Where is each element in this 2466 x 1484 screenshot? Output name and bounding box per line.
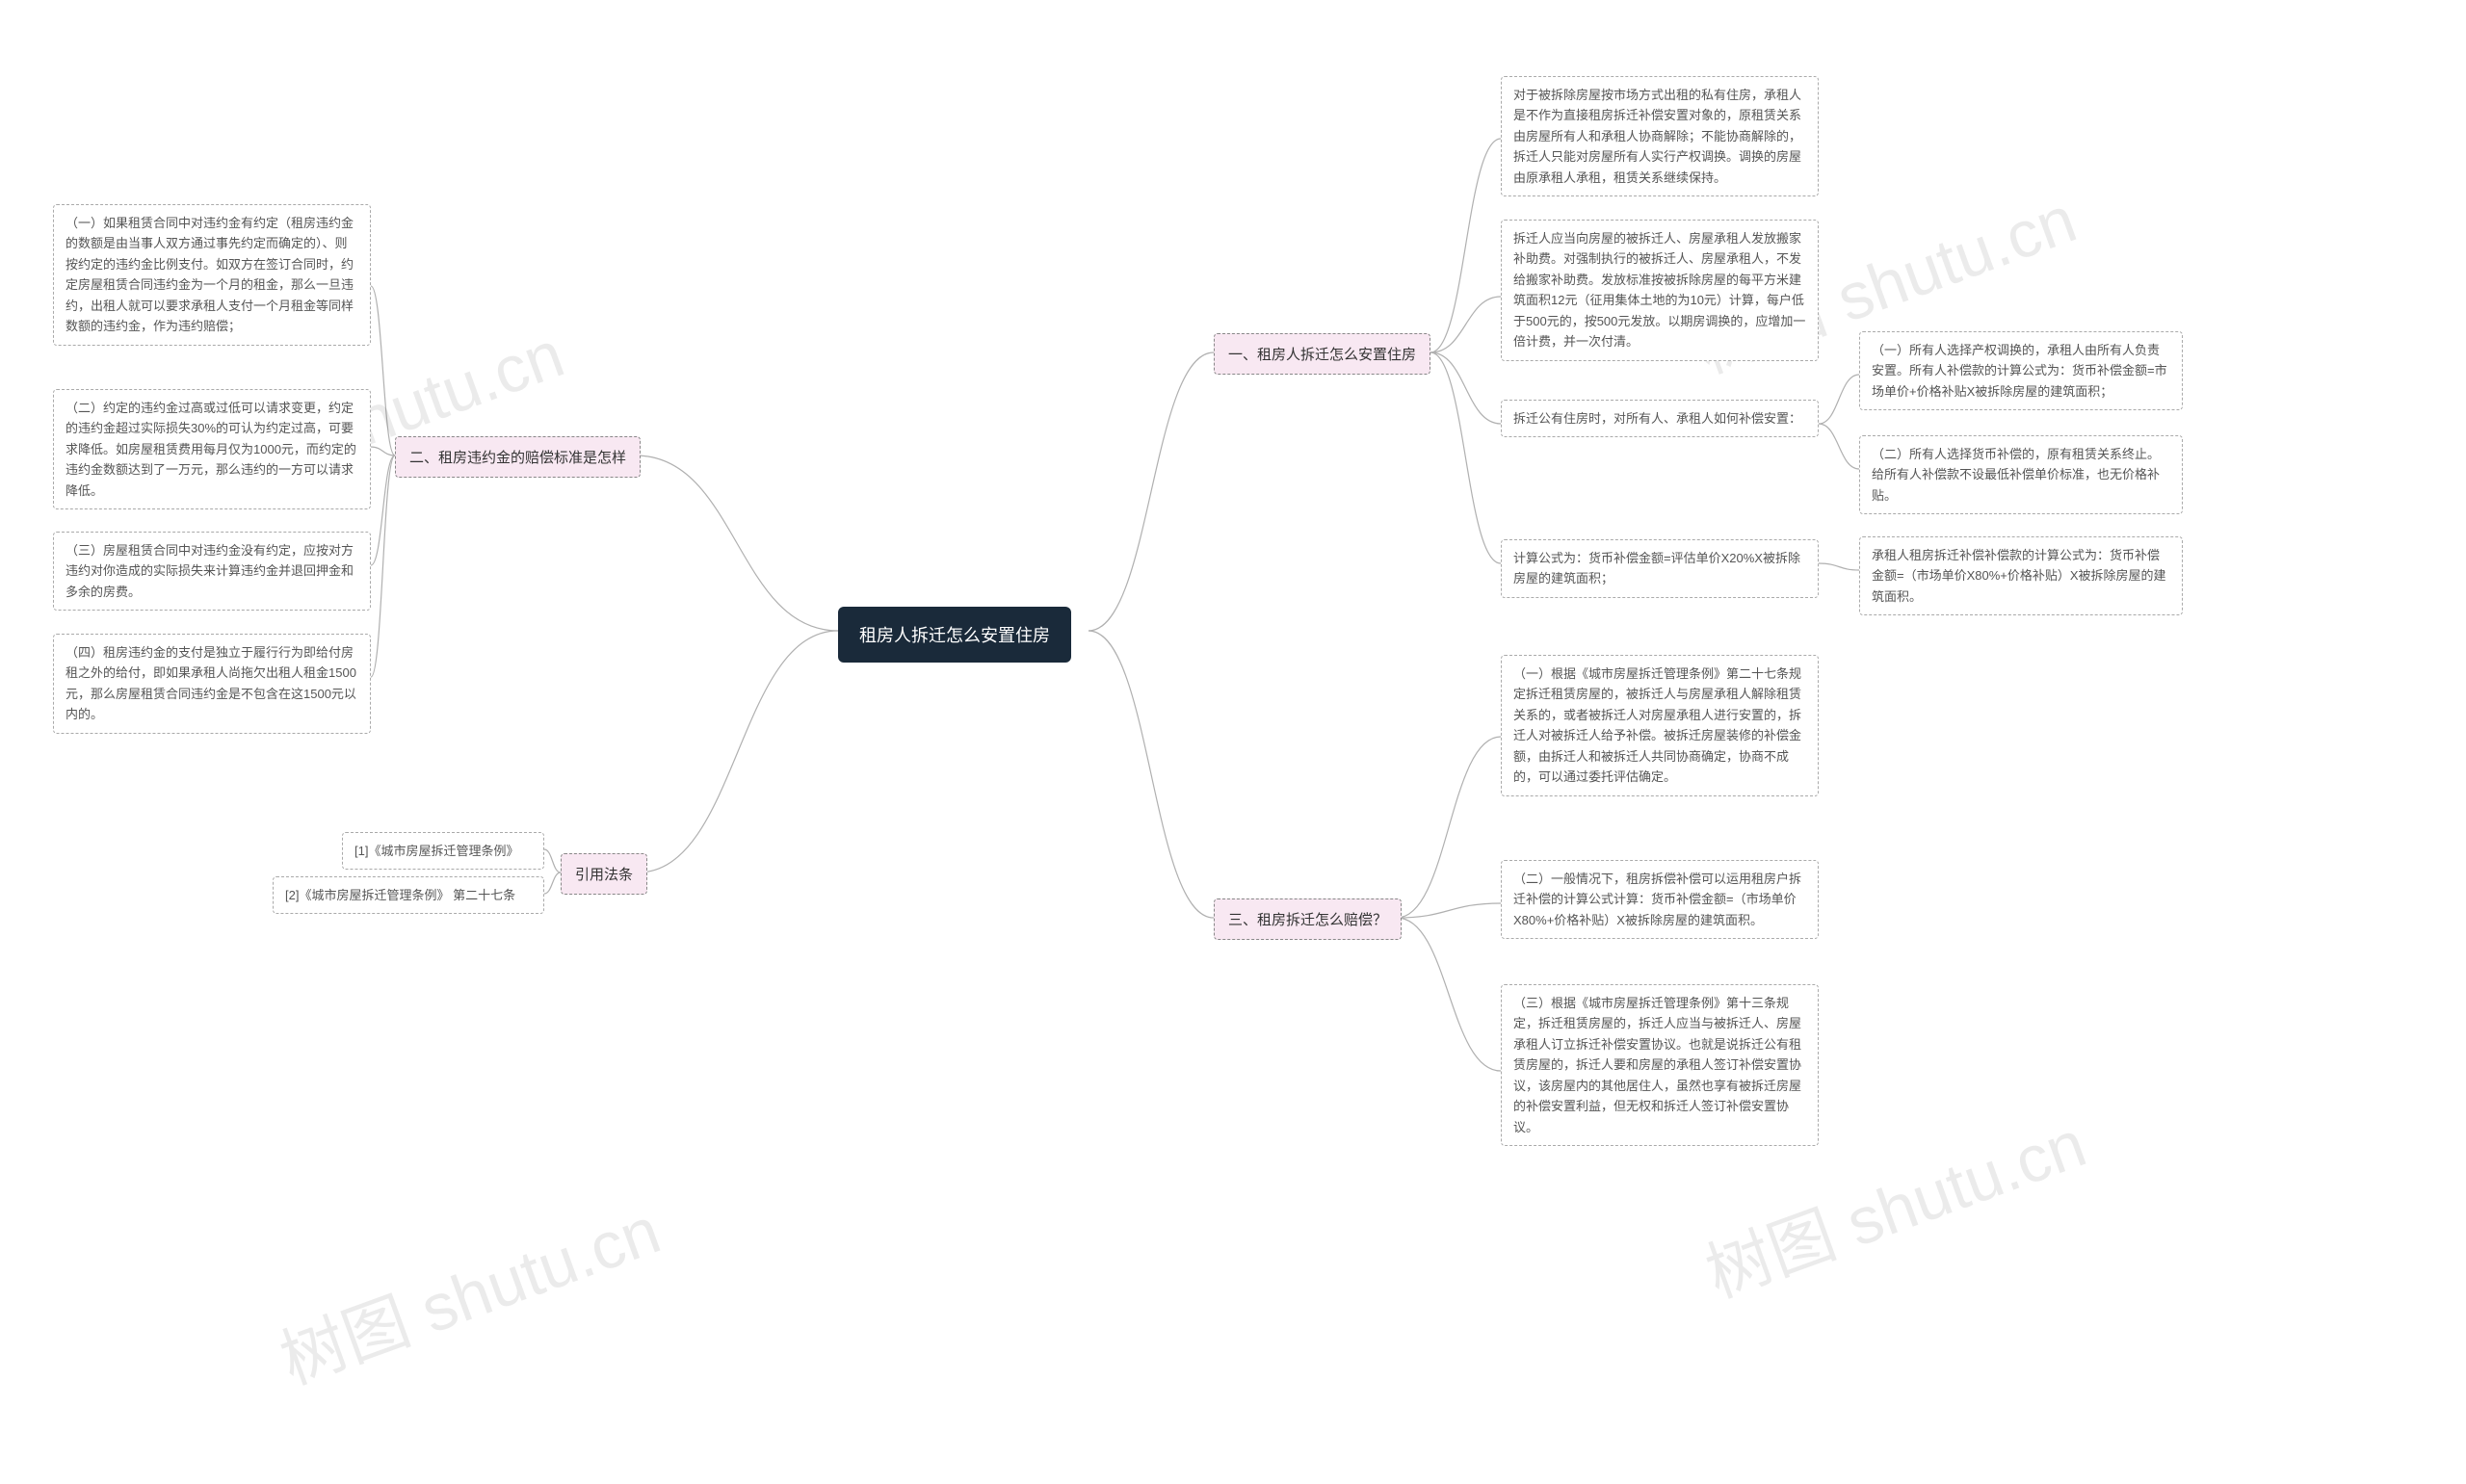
- leaf-s1-c2: 拆迁公有住房时，对所有人、承租人如何补偿安置：: [1501, 400, 1819, 437]
- leaf-s1-c2-0: （一）所有人选择产权调换的，承租人由所有人负责安置。所有人补偿款的计算公式为：货…: [1859, 331, 2183, 410]
- leaf-s3-c1: （二）一般情况下，租房拆偿补偿可以运用租房户拆迁补偿的计算公式计算：货币补偿金额…: [1501, 860, 1819, 939]
- leaf-s2-c2: （三）房屋租赁合同中对违约金没有约定，应按对方违约对你造成的实际损失来计算违约金…: [53, 532, 371, 611]
- branch-section-3: 三、租房拆迁怎么赔偿？: [1214, 898, 1402, 940]
- leaf-ref-c1: [2]《城市房屋拆迁管理条例》 第二十七条: [273, 876, 544, 914]
- leaf-s1-c3-0: 承租人租房拆迁补偿补偿款的计算公式为：货币补偿金额=（市场单价X80%+价格补贴…: [1859, 536, 2183, 615]
- leaf-ref-c0: [1]《城市房屋拆迁管理条例》: [342, 832, 544, 870]
- leaf-s1-c0: 对于被拆除房屋按市场方式出租的私有住房，承租人是不作为直接租房拆迁补偿安置对象的…: [1501, 76, 1819, 196]
- leaf-s3-c2: （三）根据《城市房屋拆迁管理条例》第十三条规定，拆迁租赁房屋的，拆迁人应当与被拆…: [1501, 984, 1819, 1146]
- leaf-s1-c3: 计算公式为：货币补偿金额=评估单价X20%X被拆除房屋的建筑面积；: [1501, 539, 1819, 598]
- leaf-s1-c1: 拆迁人应当向房屋的被拆迁人、房屋承租人发放搬家补助费。对强制执行的被拆迁人、房屋…: [1501, 220, 1819, 361]
- branch-section-1: 一、租房人拆迁怎么安置住房: [1214, 333, 1430, 375]
- leaf-s2-c0: （一）如果租赁合同中对违约金有约定（租房违约金的数额是由当事人双方通过事先约定而…: [53, 204, 371, 346]
- leaf-s1-c2-1: （二）所有人选择货币补偿的，原有租赁关系终止。给所有人补偿款不设最低补偿单价标准…: [1859, 435, 2183, 514]
- leaf-s3-c0: （一）根据《城市房屋拆迁管理条例》第二十七条规定拆迁租赁房屋的，被拆迁人与房屋承…: [1501, 655, 1819, 796]
- branch-section-2: 二、租房违约金的赔偿标准是怎样: [395, 436, 641, 478]
- branch-references: 引用法条: [561, 853, 647, 895]
- root-node: 租房人拆迁怎么安置住房: [838, 607, 1071, 663]
- leaf-s2-c3: （四）租房违约金的支付是独立于履行行为即给付房租之外的给付，即如果承租人尚拖欠出…: [53, 634, 371, 734]
- leaf-s2-c1: （二）约定的违约金过高或过低可以请求变更，约定的违约金超过实际损失30%的可认为…: [53, 389, 371, 509]
